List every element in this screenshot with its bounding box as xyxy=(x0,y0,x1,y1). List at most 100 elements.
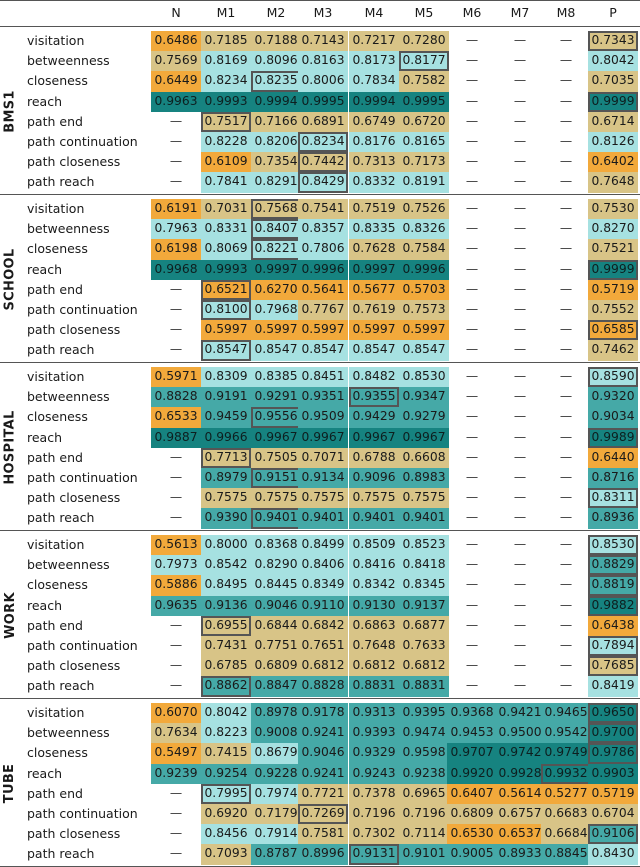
table-cell: — xyxy=(465,113,479,128)
table-cell: 0.6749 xyxy=(349,111,399,132)
table-cell: 0.9459 xyxy=(201,407,251,428)
table-cell: 0.9005 xyxy=(447,844,497,865)
table-cell: — xyxy=(513,537,527,551)
table-cell: — xyxy=(169,154,183,169)
table-cell: 0.9650 xyxy=(588,703,638,724)
table-cell: 0.9996 xyxy=(298,259,348,280)
table-cell: 0.9887 xyxy=(151,427,201,448)
table-cell: 0.9368 xyxy=(447,703,497,724)
table-cell: 0.8523 xyxy=(399,535,449,556)
table-cell: 0.9291 xyxy=(251,387,301,408)
table-cell: — xyxy=(559,201,573,215)
table-cell: 0.8290 xyxy=(251,555,301,576)
table-cell: 0.8100 xyxy=(201,300,251,321)
table-cell: — xyxy=(559,617,573,632)
table-cell: 0.6537 xyxy=(495,824,545,845)
table-cell: 0.8165 xyxy=(399,132,449,153)
table-cell: 0.7552 xyxy=(588,300,638,321)
table-cell: 0.7568 xyxy=(251,199,301,220)
table-cell: 0.8345 xyxy=(399,575,449,596)
table-cell: — xyxy=(465,510,479,525)
table-cell: — xyxy=(465,302,479,316)
table-cell: 0.8845 xyxy=(541,844,591,865)
row-label: path continuation xyxy=(27,638,138,653)
table-cell: 0.9967 xyxy=(298,427,348,448)
table-cell: 0.7974 xyxy=(251,783,301,804)
table-cell: — xyxy=(465,241,479,256)
table-cell: 0.9429 xyxy=(349,407,399,428)
table-cell: — xyxy=(169,617,183,632)
table-cell: 0.9967 xyxy=(399,427,449,448)
group-label-text: TUBE xyxy=(2,763,18,803)
table-cell: — xyxy=(513,154,527,169)
table-cell: 0.8000 xyxy=(201,535,251,556)
table-cell: 0.9241 xyxy=(298,763,348,784)
table-cell: 0.8418 xyxy=(399,555,449,576)
table-cell: — xyxy=(559,449,573,464)
table-cell: 0.8542 xyxy=(201,555,251,576)
table-cell: 0.6270 xyxy=(251,279,301,300)
table-cell: 0.8349 xyxy=(298,575,348,596)
table-cell: — xyxy=(169,302,183,316)
table-cell: 0.9151 xyxy=(251,468,301,489)
table-cell: 0.7143 xyxy=(298,31,348,52)
table-cell: 0.6191 xyxy=(151,199,201,220)
row-label: reach xyxy=(27,261,63,277)
table-cell: 0.8042 xyxy=(588,51,638,72)
table-cell: — xyxy=(559,93,573,108)
table-cell: 0.9137 xyxy=(399,595,449,616)
group-label-text: WORK xyxy=(2,591,18,639)
table-cell: — xyxy=(513,449,527,464)
table-cell: 0.7269 xyxy=(298,804,348,825)
table-cell: 0.9749 xyxy=(541,743,591,764)
table-cell: 0.6891 xyxy=(298,111,348,132)
table-cell: — xyxy=(465,53,479,68)
table-cell: — xyxy=(169,846,183,861)
table-cell: 0.8933 xyxy=(495,844,545,865)
group-label: HOSPITAL xyxy=(0,363,20,531)
table-cell: 0.7575 xyxy=(399,488,449,509)
table-cell: — xyxy=(513,261,527,276)
group-bms1: BMS1 visitation 0.6486 0.7185 0.7188 0.7143 0.… xyxy=(0,27,640,195)
table-cell: 0.6521 xyxy=(201,279,251,300)
table-cell: 0.8983 xyxy=(399,468,449,489)
table-cell: — xyxy=(559,369,573,383)
table-cell: — xyxy=(513,597,527,612)
table-cell: — xyxy=(465,678,479,693)
table-cell: — xyxy=(465,490,479,505)
table-cell: — xyxy=(465,449,479,464)
table-cell: 0.9393 xyxy=(349,723,399,744)
table-cell: — xyxy=(513,174,527,189)
table-cell: — xyxy=(465,557,479,572)
table-cell: 0.9238 xyxy=(399,763,449,784)
table-cell: 0.7517 xyxy=(201,111,251,132)
table-cell: 0.8223 xyxy=(201,723,251,744)
table-cell: 0.8547 xyxy=(399,340,449,361)
table-cell: — xyxy=(513,409,527,424)
group-label: SCHOOL xyxy=(0,195,20,363)
table-cell: — xyxy=(513,678,527,693)
table-cell: 0.6533 xyxy=(151,407,201,428)
table-cell: 0.6920 xyxy=(201,804,251,825)
table-cell: — xyxy=(169,510,183,525)
table-cell: 0.7188 xyxy=(251,31,301,52)
table-cell: 0.8509 xyxy=(349,535,399,556)
table-cell: 0.6788 xyxy=(349,447,399,468)
table-cell: — xyxy=(465,73,479,88)
table-cell: 0.7685 xyxy=(588,656,638,677)
table-cell: — xyxy=(465,33,479,47)
row-label: reach xyxy=(27,429,63,445)
table-cell: 0.9742 xyxy=(495,743,545,764)
table-cell: — xyxy=(169,678,183,693)
table-cell: 0.8311 xyxy=(588,488,638,509)
column-header-m4: M4 xyxy=(364,5,384,20)
table-cell: — xyxy=(513,617,527,632)
column-header-m3: M3 xyxy=(313,5,333,20)
table-cell: 0.9320 xyxy=(588,387,638,408)
table-cell: 0.9993 xyxy=(201,259,251,280)
table-cell: 0.5997 xyxy=(399,320,449,341)
table-cell: 0.7035 xyxy=(588,71,638,92)
table-cell: — xyxy=(513,557,527,572)
table-cell: 0.8430 xyxy=(588,844,638,865)
row-label: path end xyxy=(27,113,83,129)
